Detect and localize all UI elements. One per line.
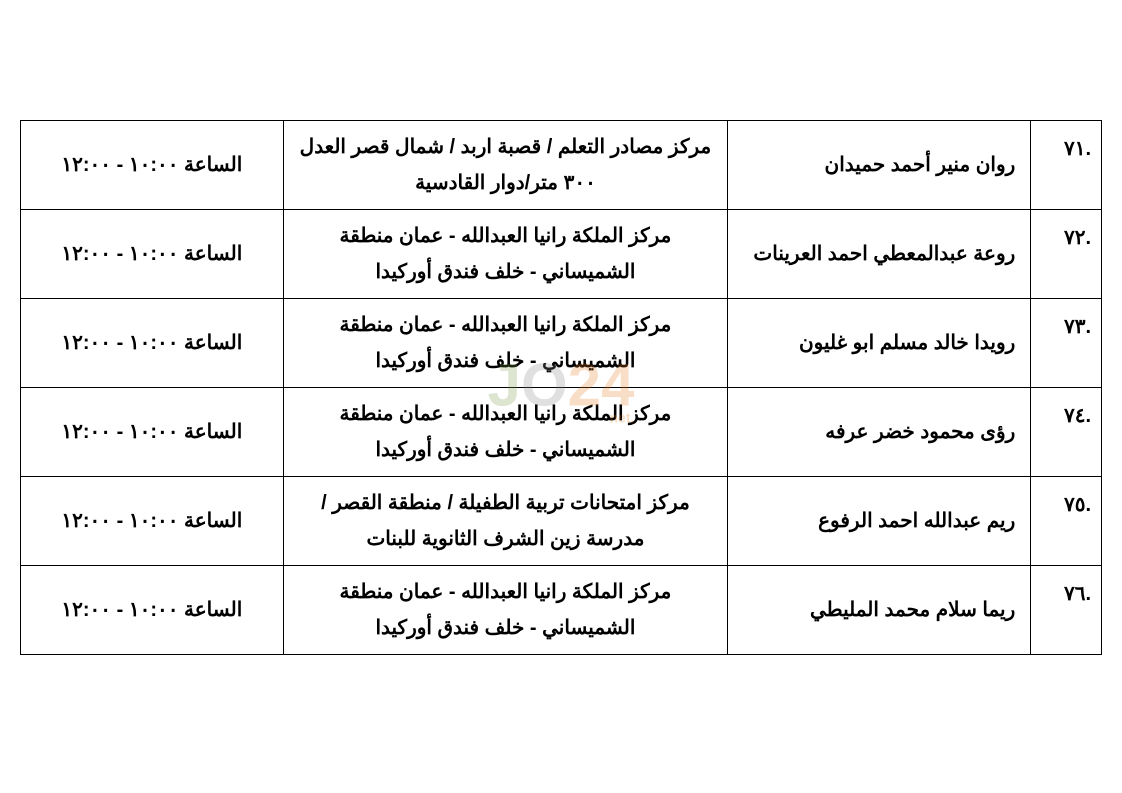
cell-time: الساعة ١٠:٠٠ - ١٢:٠٠ <box>21 477 284 566</box>
table-body: .٧١ روان منير أحمد حميدان مركز مصادر الت… <box>21 121 1102 655</box>
cell-location: مركز الملكة رانيا العبدالله - عمان منطقة… <box>283 210 728 299</box>
cell-location: مركز الملكة رانيا العبدالله - عمان منطقة… <box>283 566 728 655</box>
table-row: .٧٥ ريم عبدالله احمد الرفوع مركز امتحانا… <box>21 477 1102 566</box>
cell-name: روعة عبدالمعطي احمد العرينات <box>728 210 1031 299</box>
cell-location: مركز الملكة رانيا العبدالله - عمان منطقة… <box>283 299 728 388</box>
table-container: JO24 .net .٧١ روان منير أحمد حميدان مركز… <box>20 120 1102 655</box>
cell-name: ريما سلام محمد المليطي <box>728 566 1031 655</box>
cell-time: الساعة ١٠:٠٠ - ١٢:٠٠ <box>21 566 284 655</box>
table-row: .٧٢ روعة عبدالمعطي احمد العرينات مركز ال… <box>21 210 1102 299</box>
cell-location: مركز امتحانات تربية الطفيلة / منطقة القص… <box>283 477 728 566</box>
cell-name: ريم عبدالله احمد الرفوع <box>728 477 1031 566</box>
cell-name: روان منير أحمد حميدان <box>728 121 1031 210</box>
schedule-table: .٧١ روان منير أحمد حميدان مركز مصادر الت… <box>20 120 1102 655</box>
cell-time: الساعة ١٠:٠٠ - ١٢:٠٠ <box>21 210 284 299</box>
cell-time: الساعة ١٠:٠٠ - ١٢:٠٠ <box>21 388 284 477</box>
cell-num: .٧٢ <box>1031 210 1102 299</box>
cell-location: مركز مصادر التعلم / قصبة اربد / شمال قصر… <box>283 121 728 210</box>
cell-location: مركز الملكة رانيا العبدالله - عمان منطقة… <box>283 388 728 477</box>
table-row: .٧١ روان منير أحمد حميدان مركز مصادر الت… <box>21 121 1102 210</box>
cell-num: .٧٤ <box>1031 388 1102 477</box>
table-row: .٧٣ رويدا خالد مسلم ابو غليون مركز الملك… <box>21 299 1102 388</box>
table-row: .٧٤ رؤى محمود خضر عرفه مركز الملكة رانيا… <box>21 388 1102 477</box>
table-row: .٧٦ ريما سلام محمد المليطي مركز الملكة ر… <box>21 566 1102 655</box>
cell-name: رؤى محمود خضر عرفه <box>728 388 1031 477</box>
cell-num: .٧١ <box>1031 121 1102 210</box>
cell-time: الساعة ١٠:٠٠ - ١٢:٠٠ <box>21 299 284 388</box>
cell-num: .٧٦ <box>1031 566 1102 655</box>
cell-num: .٧٣ <box>1031 299 1102 388</box>
cell-name: رويدا خالد مسلم ابو غليون <box>728 299 1031 388</box>
cell-num: .٧٥ <box>1031 477 1102 566</box>
cell-time: الساعة ١٠:٠٠ - ١٢:٠٠ <box>21 121 284 210</box>
